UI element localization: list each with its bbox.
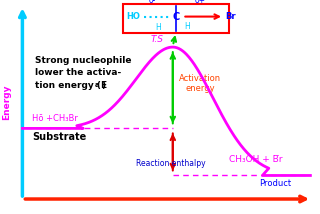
Text: Substrate: Substrate bbox=[32, 132, 86, 142]
Text: a: a bbox=[94, 82, 99, 88]
Text: T.S: T.S bbox=[150, 35, 163, 44]
Text: H: H bbox=[156, 23, 161, 32]
Text: C: C bbox=[172, 12, 180, 22]
Text: δ+: δ+ bbox=[195, 0, 205, 5]
Text: HO: HO bbox=[126, 12, 140, 21]
Text: H: H bbox=[184, 22, 190, 31]
Text: CH₃OH + B̅r: CH₃OH + B̅r bbox=[229, 155, 283, 164]
Text: δ-: δ- bbox=[148, 0, 156, 5]
Text: Energy: Energy bbox=[3, 85, 12, 120]
Text: Br: Br bbox=[226, 12, 236, 21]
Text: lower the activa-: lower the activa- bbox=[35, 68, 122, 77]
Text: Strong nucleophile: Strong nucleophile bbox=[35, 56, 132, 65]
Text: Reaction enthalpy: Reaction enthalpy bbox=[136, 159, 206, 168]
Text: Product: Product bbox=[259, 179, 291, 188]
Bar bbox=[123, 4, 229, 33]
Text: Activation
energy: Activation energy bbox=[179, 74, 221, 93]
Text: ): ) bbox=[101, 81, 105, 90]
Text: Hō +CH₃Br: Hō +CH₃Br bbox=[32, 114, 78, 123]
Text: tion energy (E: tion energy (E bbox=[35, 81, 107, 90]
